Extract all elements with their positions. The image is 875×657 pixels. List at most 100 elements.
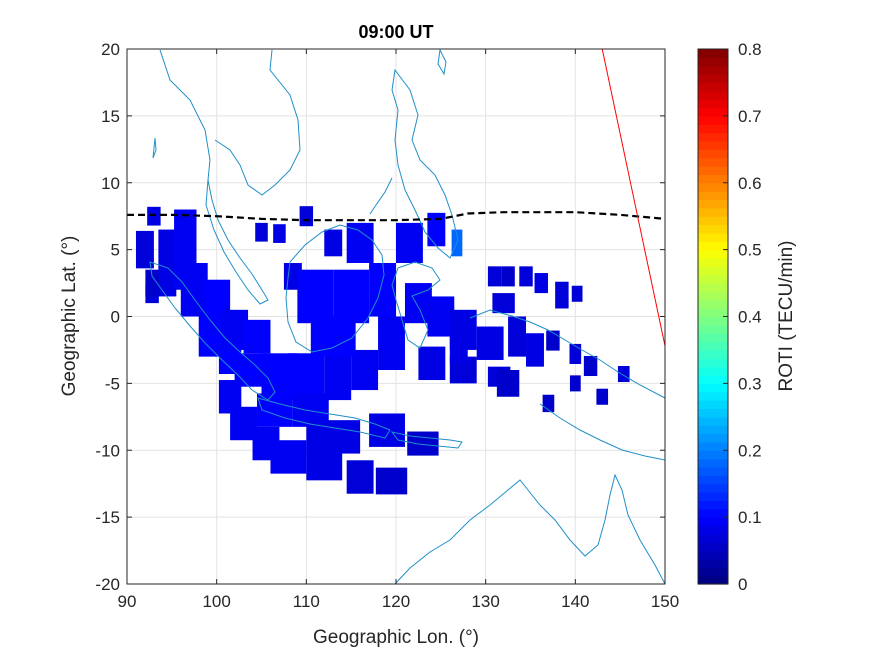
x-axis-label: Geographic Lon. (°)	[313, 627, 479, 648]
colorbar-strip	[698, 107, 728, 117]
colorbar-strip	[698, 157, 728, 167]
coastline-australia	[394, 473, 665, 584]
roti-cell	[546, 330, 560, 351]
roti-cell	[306, 446, 343, 481]
x-tick-label: 120	[382, 592, 410, 611]
colorbar-strip	[698, 517, 728, 527]
colorbar-strip	[698, 400, 728, 410]
roti-cell	[324, 229, 343, 257]
colorbar-strip	[698, 475, 728, 485]
colorbar-tick-label: 0.6	[738, 174, 762, 193]
colorbar-strip	[698, 166, 728, 175]
colorbar-strip	[698, 49, 728, 58]
colorbar-strip	[698, 375, 728, 384]
y-axis-label: Geographic Lat. (°)	[59, 236, 80, 397]
colorbar-strip	[698, 316, 728, 326]
colorbar-strip	[698, 324, 728, 334]
roti-cell	[596, 388, 609, 405]
roti-cell	[255, 222, 268, 242]
colorbar-strip	[698, 182, 728, 192]
colorbar-strip	[698, 241, 728, 251]
coastline-new-guinea	[469, 309, 665, 461]
coastline-philippines	[391, 68, 459, 259]
colorbar-strip	[698, 500, 728, 510]
roti-cell	[297, 269, 334, 324]
colorbar-tick-label: 0	[738, 575, 747, 594]
colorbar-strip	[698, 441, 728, 451]
roti-cell	[583, 355, 598, 377]
roti-cell	[501, 266, 515, 287]
roti-cell	[542, 394, 555, 413]
colorbar-strips	[698, 49, 728, 585]
x-tick-label: 130	[471, 592, 499, 611]
roti-cell	[346, 222, 374, 263]
colorbar-strip	[698, 525, 728, 535]
roti-cell	[476, 326, 504, 360]
colorbar-strip	[698, 99, 728, 109]
y-tick-label: -20	[95, 575, 120, 594]
roti-cell	[418, 346, 446, 381]
colorbar-strip	[698, 57, 728, 67]
colorbar-strip	[698, 115, 728, 125]
colorbar-strip	[698, 333, 728, 343]
colorbar-strip	[698, 283, 728, 293]
roti-cell	[270, 440, 307, 474]
colorbar-strip	[698, 191, 728, 201]
chart-title: 09:00 UT	[358, 22, 433, 42]
colorbar-tick-label: 0.7	[738, 107, 762, 126]
y-tick-label: -5	[105, 374, 120, 393]
colorbar-strip	[698, 174, 728, 184]
colorbar-strip	[698, 82, 728, 92]
colorbar-strip	[698, 433, 728, 443]
roti-cell	[221, 309, 249, 350]
y-tick-label: 10	[101, 174, 120, 193]
roti-cell	[508, 316, 527, 357]
roti-cell	[487, 266, 502, 287]
colorbar-strip	[698, 383, 728, 393]
colorbar-strip	[698, 308, 728, 318]
colorbar-tick-label: 0.3	[738, 374, 762, 393]
roti-cell	[617, 365, 630, 383]
roti-cell	[369, 413, 405, 447]
x-ticks: 90 100 110 120 130 140 150	[118, 49, 679, 611]
roti-cell	[378, 316, 405, 370]
colorbar-strip	[698, 216, 728, 226]
colorbar-strip	[698, 266, 728, 276]
colorbar-tick-label: 0.5	[738, 241, 762, 260]
roti-cell	[427, 212, 446, 247]
roti-cell	[218, 380, 242, 414]
y-tick-label: 15	[101, 107, 120, 126]
roti-cell	[375, 467, 408, 495]
colorbar-strip	[698, 149, 728, 159]
colorbar-strip	[698, 299, 728, 309]
colorbar-strip	[698, 458, 728, 468]
roti-cell	[135, 230, 154, 269]
colorbar-strip	[698, 140, 728, 150]
roti-cell	[534, 273, 548, 294]
x-tick-label: 100	[202, 592, 230, 611]
colorbar-strip	[698, 249, 728, 259]
colorbar-strip	[698, 542, 728, 552]
coastline-small-island	[152, 137, 157, 159]
coastline-lesser-sunda	[390, 431, 463, 449]
colorbar-strip	[698, 450, 728, 460]
colorbar-ticks: 0 0.1 0.2 0.3 0.4 0.5 0.6 0.7 0.8	[723, 40, 762, 594]
colorbar-strip	[698, 358, 728, 368]
x-tick-label: 140	[561, 592, 589, 611]
y-tick-label: -10	[95, 441, 120, 460]
coastline-palawan	[369, 177, 393, 215]
colorbar-strip	[698, 341, 728, 351]
roti-cell	[496, 370, 520, 397]
roti-cell	[492, 293, 515, 314]
x-tick-label: 110	[293, 592, 320, 611]
colorbar-strip	[698, 366, 728, 376]
y-tick-label: 20	[101, 40, 120, 59]
colorbar-strip	[698, 349, 728, 359]
colorbar-tick-label: 0.1	[738, 508, 762, 527]
roti-cell	[145, 269, 159, 297]
roti-cell	[299, 206, 314, 227]
roti-cell	[526, 333, 544, 367]
colorbar-strip	[698, 274, 728, 284]
colorbar-strip	[698, 533, 728, 543]
coastline-sumatra	[149, 261, 276, 401]
